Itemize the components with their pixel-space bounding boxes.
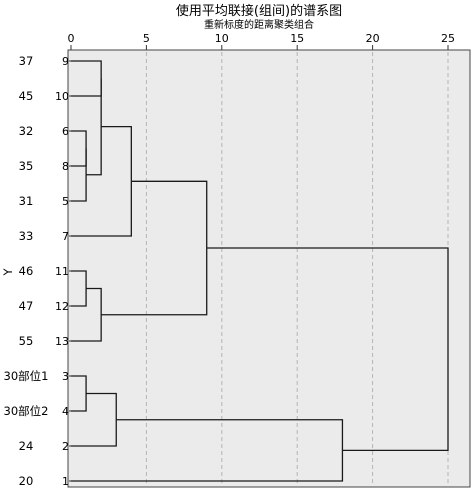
leaf-id-label: 6 (62, 125, 69, 138)
case-label: 32 (19, 124, 34, 138)
dendrogram-links (71, 60, 449, 482)
case-label: 24 (19, 439, 34, 453)
case-label: 35 (19, 159, 34, 173)
merge-link (71, 148, 87, 202)
chart-subtitle: 重新标度的距离聚类组合 (204, 18, 314, 31)
merge-link (206, 247, 449, 452)
case-label: 45 (19, 89, 34, 103)
leaf-id-label: 3 (62, 370, 69, 383)
leaf-id-label: 4 (62, 405, 69, 418)
leaf-id-label: 5 (62, 195, 69, 208)
leaf-id-label: 8 (62, 160, 69, 173)
case-label: 33 (19, 229, 34, 243)
leaf-id-label: 1 (62, 475, 69, 488)
leaf-id-label: 10 (55, 90, 69, 103)
x-tick-label: 20 (366, 32, 380, 45)
plot-area (67, 49, 471, 488)
x-tick-label: 0 (68, 32, 75, 45)
leaf-id-label: 13 (55, 335, 69, 348)
leaf-id-label: 11 (55, 265, 69, 278)
case-label: 30部位2 (4, 404, 49, 418)
x-tick-label: 15 (290, 32, 304, 45)
case-label: 46 (19, 264, 34, 278)
x-tick-label: 5 (143, 32, 150, 45)
case-label: 20 (19, 474, 34, 488)
x-axis-ticks: 0 5 10 15 20 25 (68, 32, 455, 50)
leaf-id-label: 12 (55, 300, 69, 313)
x-tick-label: 10 (215, 32, 229, 45)
y-axis-label: Y (1, 268, 15, 277)
leaf-id-label: 7 (62, 230, 69, 243)
merge-link (86, 78, 102, 176)
x-tick-label: 25 (441, 32, 455, 45)
case-label: 55 (19, 334, 34, 348)
case-label: 30部位1 (4, 369, 49, 383)
chart-title: 使用平均联接(组间)的谱系图 (176, 3, 342, 19)
leaf-id-label: 2 (62, 440, 69, 453)
case-label: 31 (19, 194, 34, 208)
leaf-id-label: 9 (62, 55, 69, 68)
case-label: 47 (19, 299, 34, 313)
case-label: 37 (19, 54, 34, 68)
